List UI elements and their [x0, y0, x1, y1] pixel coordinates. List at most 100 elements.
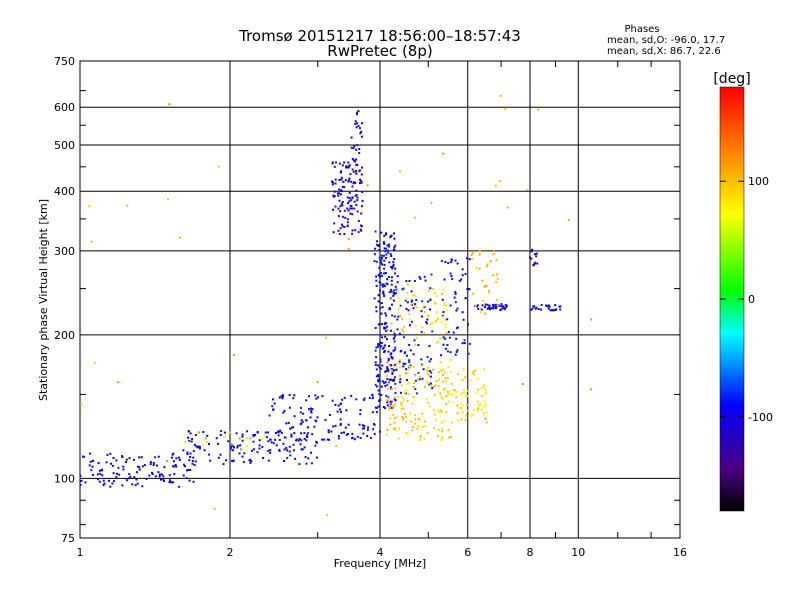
data-point — [118, 473, 121, 476]
data-point — [453, 389, 456, 391]
data-point — [427, 366, 430, 369]
data-point — [386, 244, 389, 247]
data-point — [478, 250, 481, 253]
data-point — [267, 449, 270, 452]
data-point — [440, 321, 443, 324]
data-point — [263, 435, 266, 437]
data-point — [388, 408, 391, 411]
data-point — [393, 398, 396, 401]
data-point — [547, 307, 550, 310]
data-point — [355, 204, 358, 206]
data-point — [241, 435, 244, 438]
data-point — [382, 293, 385, 296]
data-point — [379, 341, 382, 344]
data-point — [350, 394, 353, 397]
data-point — [450, 258, 453, 261]
data-point — [359, 127, 361, 130]
data-point — [339, 424, 342, 426]
data-point — [380, 302, 383, 305]
data-point — [476, 377, 479, 380]
data-point — [109, 485, 112, 488]
data-point — [101, 474, 104, 477]
data-point — [266, 431, 269, 434]
data-point — [184, 465, 186, 468]
data-point — [288, 394, 291, 396]
data-point — [409, 412, 412, 415]
data-point — [189, 452, 192, 455]
data-point — [375, 275, 378, 278]
data-point — [125, 479, 128, 482]
data-point — [386, 325, 389, 328]
data-point — [392, 294, 395, 297]
data-point — [282, 395, 285, 398]
data-point — [484, 403, 487, 406]
data-point — [356, 111, 359, 114]
data-point — [121, 484, 124, 487]
data-point — [231, 449, 234, 452]
data-point — [340, 410, 342, 413]
data-point — [353, 438, 356, 441]
data-point — [351, 232, 354, 235]
data-point — [417, 371, 420, 374]
data-point — [409, 365, 412, 368]
data-point — [393, 332, 396, 335]
data-point — [376, 240, 378, 243]
data-point — [106, 453, 109, 456]
data-point — [393, 421, 396, 424]
data-point — [410, 320, 413, 323]
plot-area: 1 2 4 6 8 10 16 75 100 200 300 400 500 600 750 — [54, 55, 687, 559]
data-point — [383, 263, 386, 266]
data-point — [258, 439, 261, 442]
data-point — [179, 236, 182, 239]
data-point — [375, 346, 378, 349]
data-point — [378, 248, 381, 251]
data-point — [534, 307, 537, 310]
data-point — [381, 380, 384, 383]
data-point — [393, 246, 396, 249]
data-point — [381, 257, 383, 260]
data-point — [111, 482, 114, 485]
data-point — [380, 385, 383, 388]
data-point — [485, 265, 488, 268]
data-point — [505, 304, 508, 307]
data-point — [339, 403, 342, 406]
data-point — [170, 481, 173, 484]
data-point — [378, 266, 381, 269]
data-point — [239, 444, 242, 447]
data-point — [470, 254, 473, 256]
data-point — [410, 290, 413, 293]
data-point — [98, 469, 101, 472]
data-point — [379, 360, 382, 363]
data-point — [316, 381, 319, 384]
data-point — [328, 414, 331, 416]
data-point — [375, 406, 378, 409]
data-point — [391, 371, 394, 374]
data-point — [299, 443, 302, 446]
data-point — [424, 420, 426, 423]
data-point — [434, 320, 437, 323]
data-point — [400, 349, 403, 352]
data-point — [412, 302, 414, 305]
data-point — [392, 263, 395, 266]
data-point — [306, 434, 308, 437]
data-point — [451, 382, 453, 385]
data-point — [345, 433, 348, 436]
data-point — [355, 398, 358, 401]
data-point — [589, 388, 592, 391]
data-point — [354, 120, 357, 123]
data-point — [467, 352, 470, 355]
data-point — [477, 400, 479, 403]
data-point — [405, 368, 408, 371]
data-point — [481, 279, 484, 282]
data-point — [428, 314, 431, 317]
data-point — [421, 412, 424, 415]
data-point — [444, 261, 447, 263]
data-point — [536, 262, 539, 265]
data-point — [205, 441, 208, 444]
data-point — [449, 351, 452, 354]
data-point — [398, 297, 400, 300]
data-point — [278, 396, 281, 399]
data-point — [262, 457, 265, 459]
data-point — [384, 247, 387, 250]
data-point — [396, 328, 399, 331]
